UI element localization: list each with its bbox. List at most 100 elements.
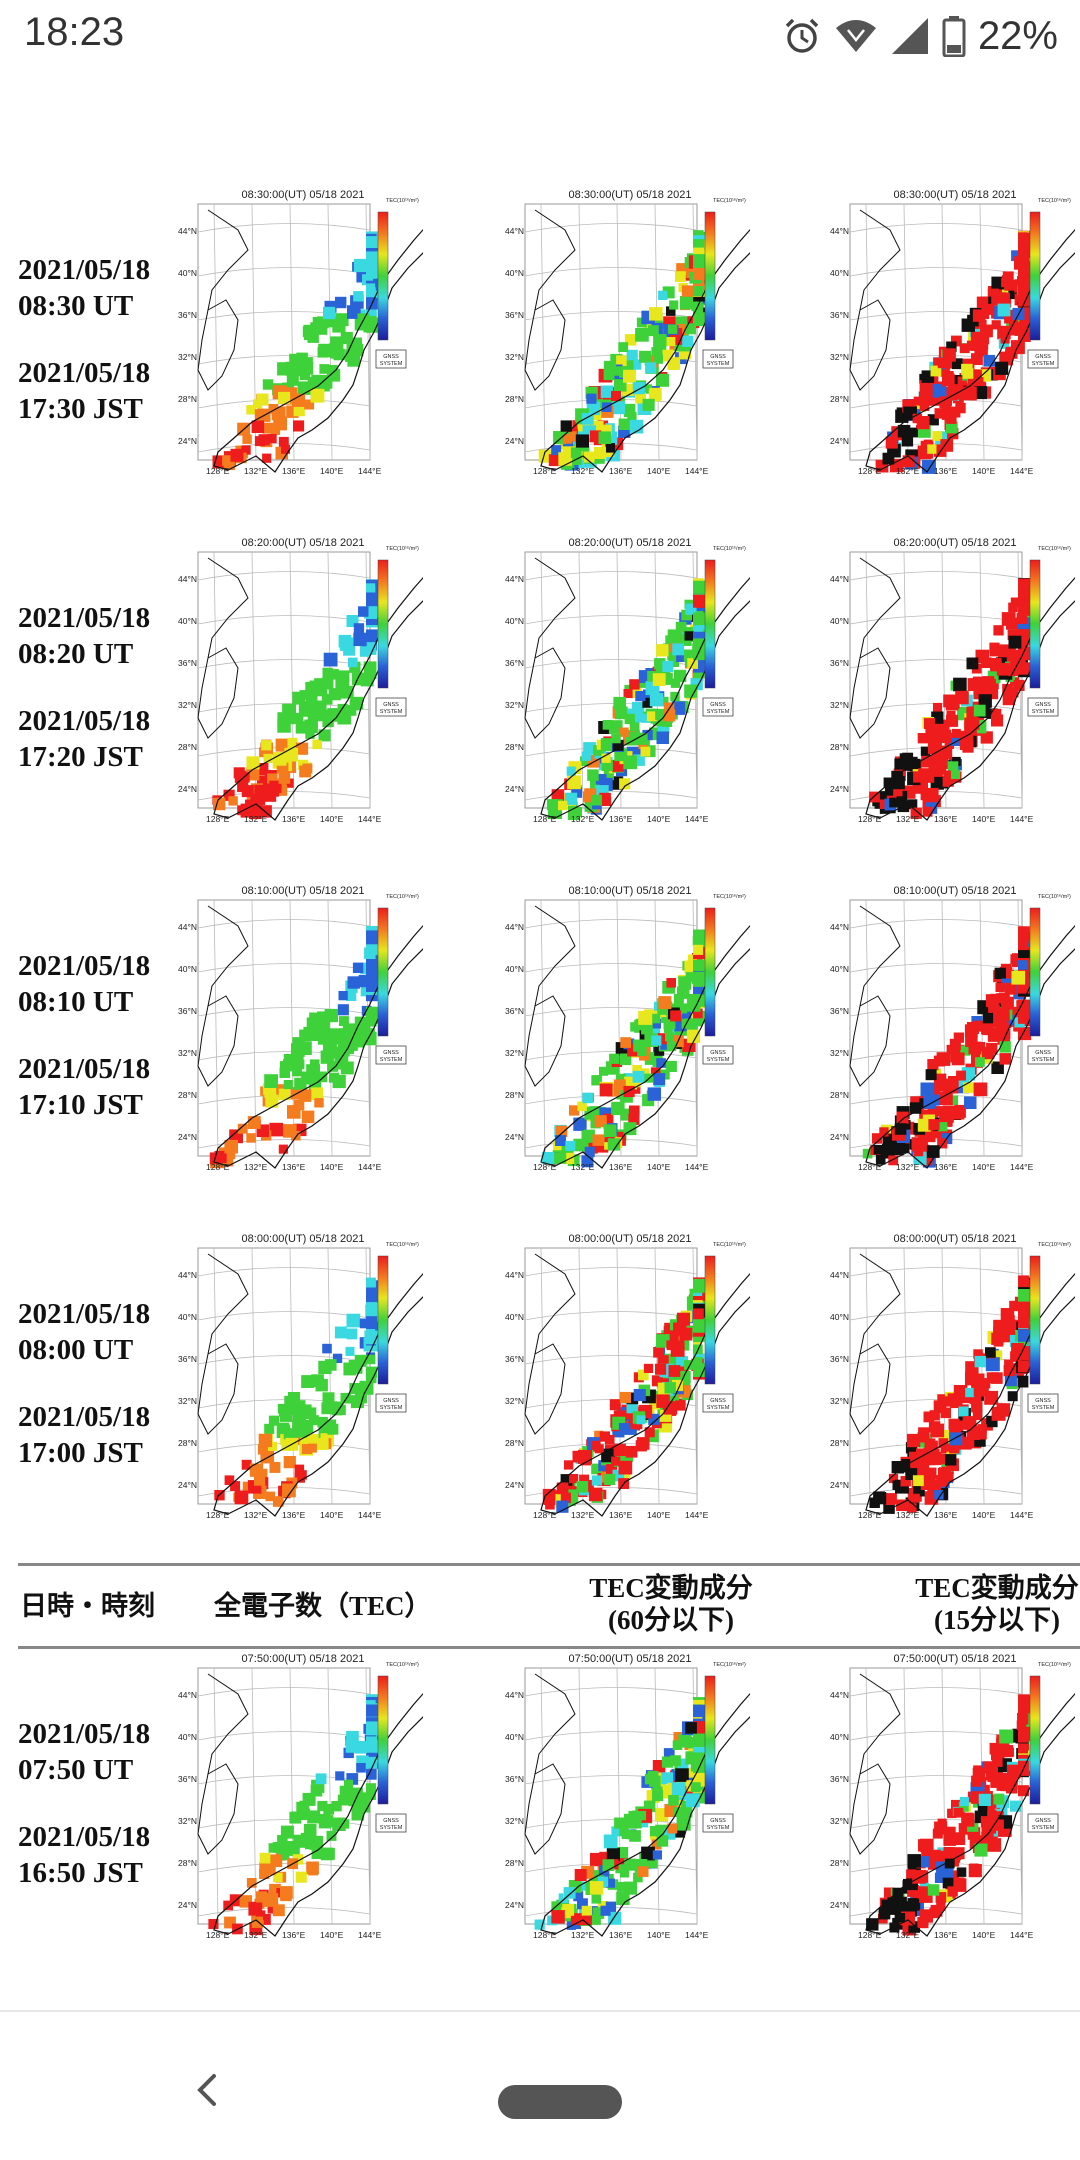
ut-date: 2021/05/18	[18, 1718, 151, 1750]
map-svg: 44°N 40°N 36°N 32°N 28°N 24°N 128°E 132°E 136°E 1…	[178, 197, 423, 476]
ut-time: 07:50 UT	[18, 1754, 134, 1786]
map-svg: 44°N 40°N 36°N 32°N 28°N 24°N 128°E 132°E 136°E 1…	[830, 1661, 1075, 1940]
lon-label: 136°E	[282, 466, 306, 476]
lon-label: 132°E	[896, 814, 920, 824]
page-content[interactable]: 17:40 JST44°N40°N36°N32°N28°N24°N128°E13…	[0, 0, 1080, 2010]
tec-map-image[interactable]: 44°N 40°N 36°N 32°N 28°N 24°N 128°E 132°E 136°E 1…	[830, 538, 1075, 838]
lat-label: 44°N	[178, 1690, 197, 1700]
logo-line1: GNSS	[1035, 1818, 1051, 1824]
colorbar-unit: TEC(10¹⁶/m²)	[713, 1661, 746, 1668]
colorbar-unit: TEC(10¹⁶/m²)	[1038, 1661, 1071, 1668]
map-timestamp: 07:50:00(UT) 05/18 2021	[893, 1654, 1017, 1665]
lat-label: 40°N	[178, 268, 197, 278]
tec-map-image[interactable]: 44°N 40°N 36°N 32°N 28°N 24°N 128°E 132°E 136°E 1…	[178, 190, 423, 490]
logo-line2: SYSTEM	[707, 1057, 730, 1063]
map-timestamp: 08:10:00(UT) 05/18 2021	[241, 886, 365, 897]
tec-map-image[interactable]: 44°N 40°N 36°N 32°N 28°N 24°N 128°E 132°E 136°E 1…	[830, 1234, 1075, 1534]
lat-label: 32°N	[178, 1396, 197, 1406]
status-bar: 18:23 22%	[0, 0, 1080, 72]
map-timestamp: 08:10:00(UT) 05/18 2021	[893, 886, 1017, 897]
tec-map-image[interactable]: 44°N 40°N 36°N 32°N 28°N 24°N 128°E 132°E 136°E 1…	[178, 538, 423, 838]
tec-map-image[interactable]: 44°N 40°N 36°N 32°N 28°N 24°N 128°E 132°E 136°E 1…	[178, 1234, 423, 1534]
tec-map-image[interactable]: 44°N 40°N 36°N 32°N 28°N 24°N 128°E 132°E 136°E 1…	[830, 190, 1075, 490]
header-tec: 全電子数（TEC）	[214, 1591, 432, 1621]
logo-line2: SYSTEM	[707, 709, 730, 715]
lat-label: 28°N	[178, 1090, 197, 1100]
lon-label: 128°E	[858, 814, 882, 824]
lat-label: 36°N	[505, 658, 524, 668]
lon-label: 144°E	[1010, 466, 1034, 476]
lon-label: 140°E	[320, 1510, 344, 1520]
lat-label: 32°N	[830, 352, 849, 362]
jst-date: 2021/05/18	[18, 1401, 151, 1433]
jst-date: 2021/05/18	[18, 705, 151, 737]
lon-label: 140°E	[972, 814, 996, 824]
map-timestamp: 08:30:00(UT) 05/18 2021	[241, 190, 365, 201]
lon-label: 136°E	[934, 1162, 958, 1172]
lat-label: 32°N	[178, 700, 197, 710]
lat-label: 24°N	[830, 1480, 849, 1490]
map-timestamp: 08:00:00(UT) 05/18 2021	[241, 1234, 365, 1245]
lon-label: 132°E	[571, 466, 595, 476]
lat-label: 40°N	[505, 616, 524, 626]
lat-label: 24°N	[830, 784, 849, 794]
ut-datetime: 2021/05/18 07:50 UT	[18, 1716, 150, 1788]
tec-map-image[interactable]: 44°N 40°N 36°N 32°N 28°N 24°N 128°E 132°E 136°E 1…	[830, 1654, 1075, 1954]
ut-date: 2021/05/18	[18, 602, 151, 634]
lat-label: 36°N	[830, 1774, 849, 1784]
lon-label: 144°E	[685, 814, 709, 824]
map-svg: 44°N 40°N 36°N 32°N 28°N 24°N 128°E 132°E 136°E 1…	[505, 197, 750, 476]
lat-label: 24°N	[505, 784, 524, 794]
map-timestamp: 08:00:00(UT) 05/18 2021	[893, 1234, 1017, 1245]
tec-map-image[interactable]: 44°N 40°N 36°N 32°N 28°N 24°N 128°E 132°E 136°E 1…	[505, 1654, 750, 1954]
lon-label: 136°E	[282, 1510, 306, 1520]
lon-label: 140°E	[647, 1510, 671, 1520]
tec-map-image[interactable]: 44°N 40°N 36°N 32°N 28°N 24°N 128°E 132°E 136°E 1…	[505, 190, 750, 490]
lon-label: 144°E	[358, 814, 382, 824]
lon-label: 132°E	[571, 1930, 595, 1940]
logo-line2: SYSTEM	[707, 1825, 730, 1831]
lon-label: 136°E	[609, 1930, 633, 1940]
wifi-icon	[835, 20, 876, 52]
lon-label: 136°E	[609, 466, 633, 476]
lon-label: 132°E	[896, 1162, 920, 1172]
lat-label: 40°N	[830, 1732, 849, 1742]
lat-label: 32°N	[830, 1396, 849, 1406]
lat-label: 28°N	[830, 1858, 849, 1868]
tec-map-image[interactable]: 44°N 40°N 36°N 32°N 28°N 24°N 128°E 132°E 136°E 1…	[505, 1234, 750, 1534]
lon-label: 136°E	[934, 814, 958, 824]
lon-label: 144°E	[1010, 814, 1034, 824]
lat-label: 32°N	[505, 1396, 524, 1406]
header-tec-60: TEC変動成分 (60分以下)	[566, 1572, 776, 1636]
jst-datetime: 2021/05/18 17:10 JST	[18, 1051, 150, 1123]
ut-date: 2021/05/18	[18, 254, 151, 286]
map-svg: 44°N 40°N 36°N 32°N 28°N 24°N 128°E 132°E 136°E 1…	[505, 545, 750, 824]
logo-line2: SYSTEM	[1032, 361, 1055, 367]
lat-label: 44°N	[830, 1270, 849, 1280]
tec-map-image[interactable]: 44°N 40°N 36°N 32°N 28°N 24°N 128°E 132°E 136°E 1…	[178, 1654, 423, 1954]
lat-label: 40°N	[505, 964, 524, 974]
battery-percent: 22%	[977, 13, 1058, 58]
tec-map-image[interactable]: 44°N 40°N 36°N 32°N 28°N 24°N 128°E 132°E 136°E 1…	[505, 538, 750, 838]
lon-label: 132°E	[244, 1510, 268, 1520]
home-button[interactable]	[498, 2085, 622, 2119]
tec-map-image[interactable]: 44°N 40°N 36°N 32°N 28°N 24°N 128°E 132°E 136°E 1…	[830, 886, 1075, 1186]
lon-label: 140°E	[647, 814, 671, 824]
tec-map-image[interactable]: 44°N 40°N 36°N 32°N 28°N 24°N 128°E 132°E 136°E 1…	[178, 886, 423, 1186]
colorbar-unit: TEC(10¹⁶/m²)	[1038, 197, 1071, 204]
back-icon[interactable]	[188, 2070, 228, 2110]
lat-label: 28°N	[178, 1438, 197, 1448]
jst-time: 17:00 JST	[18, 1437, 143, 1469]
data-row: 2021/05/18 08:00 UT 2021/05/18 17:00 JST 44°…	[0, 1234, 1080, 1564]
lat-label: 36°N	[178, 1006, 197, 1016]
logo-line1: GNSS	[383, 1398, 399, 1404]
lon-label: 140°E	[647, 1930, 671, 1940]
lat-label: 36°N	[178, 1774, 197, 1784]
header-datetime: 日時・時刻	[20, 1591, 155, 1621]
lon-label: 140°E	[972, 1162, 996, 1172]
tec-map-image[interactable]: 44°N 40°N 36°N 32°N 28°N 24°N 128°E 132°E 136°E 1…	[505, 886, 750, 1186]
header-tec-60-line1: TEC変動成分	[589, 1573, 753, 1603]
map-svg: 44°N 40°N 36°N 32°N 28°N 24°N 128°E 132°E 136°E 1…	[505, 1661, 750, 1940]
jst-datetime: 2021/05/18 17:00 JST	[18, 1399, 150, 1471]
lat-label: 36°N	[178, 1354, 197, 1364]
